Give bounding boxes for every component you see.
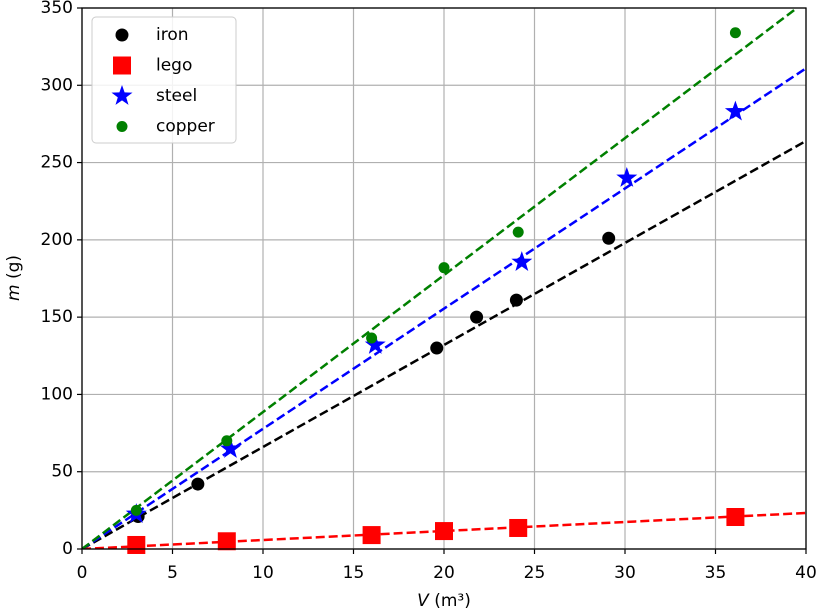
legend-label: iron bbox=[156, 25, 189, 45]
data-point bbox=[470, 310, 484, 324]
data-point bbox=[191, 477, 205, 491]
plot-frame bbox=[81, 7, 807, 550]
x-label-symbol: V bbox=[417, 591, 430, 611]
y-tick-label: 350 bbox=[41, 0, 73, 18]
x-label-unit: (m³) bbox=[434, 591, 471, 611]
data-point bbox=[602, 231, 616, 245]
x-tick-label: 40 bbox=[795, 563, 817, 583]
legend-box bbox=[91, 16, 237, 144]
data-point bbox=[127, 535, 146, 554]
legend-marker bbox=[111, 85, 133, 105]
y-tick-label: 100 bbox=[41, 384, 73, 404]
data-point bbox=[616, 167, 638, 187]
data-point bbox=[430, 341, 444, 355]
legend-label: lego bbox=[156, 56, 192, 76]
data-point bbox=[435, 522, 453, 541]
x-tick-label: 35 bbox=[705, 563, 727, 583]
y-tick-label: 150 bbox=[41, 307, 73, 327]
fit-line bbox=[82, 67, 806, 549]
data-point bbox=[364, 334, 386, 354]
x-tick-label: 20 bbox=[433, 563, 455, 583]
data-point bbox=[509, 293, 523, 307]
y-tick-label: 300 bbox=[41, 75, 73, 95]
x-tick-label: 25 bbox=[524, 563, 546, 583]
data-point bbox=[512, 226, 524, 238]
data-point bbox=[217, 532, 236, 551]
data-point bbox=[729, 27, 741, 39]
data-point bbox=[438, 262, 450, 274]
x-tick-label: 15 bbox=[343, 563, 365, 583]
data-point bbox=[726, 508, 745, 527]
data-point bbox=[220, 438, 241, 458]
y-label-unit: (g) bbox=[4, 255, 24, 279]
fit-line bbox=[82, 511, 806, 549]
data-point bbox=[130, 504, 142, 516]
y-tick-label: 200 bbox=[41, 230, 73, 250]
legend: iron lego steel copper bbox=[91, 16, 237, 144]
data-point bbox=[511, 251, 533, 271]
y-tick-label: 0 bbox=[62, 539, 73, 559]
y-axis-label: m (g) bbox=[4, 255, 24, 301]
y-label-symbol: m bbox=[4, 284, 24, 301]
legend-marker bbox=[113, 56, 131, 75]
legend-marker bbox=[116, 121, 128, 132]
y-tick-label: 250 bbox=[41, 153, 73, 173]
x-tick-label: 10 bbox=[252, 563, 274, 583]
data-point bbox=[366, 332, 378, 344]
x-tick-label: 0 bbox=[77, 563, 88, 583]
data-point bbox=[509, 518, 528, 537]
legend-label: steel bbox=[156, 86, 197, 106]
data-point bbox=[362, 526, 381, 545]
fit-line bbox=[82, 8, 798, 549]
y-tick-label: 50 bbox=[51, 462, 73, 482]
x-axis-label: V (m³) bbox=[417, 591, 471, 611]
data-point bbox=[724, 100, 746, 121]
x-tick-label: 30 bbox=[614, 563, 636, 583]
x-tick-label: 5 bbox=[167, 563, 178, 583]
data-point bbox=[221, 435, 233, 447]
legend-marker bbox=[115, 28, 129, 42]
legend-label: copper bbox=[156, 117, 215, 137]
